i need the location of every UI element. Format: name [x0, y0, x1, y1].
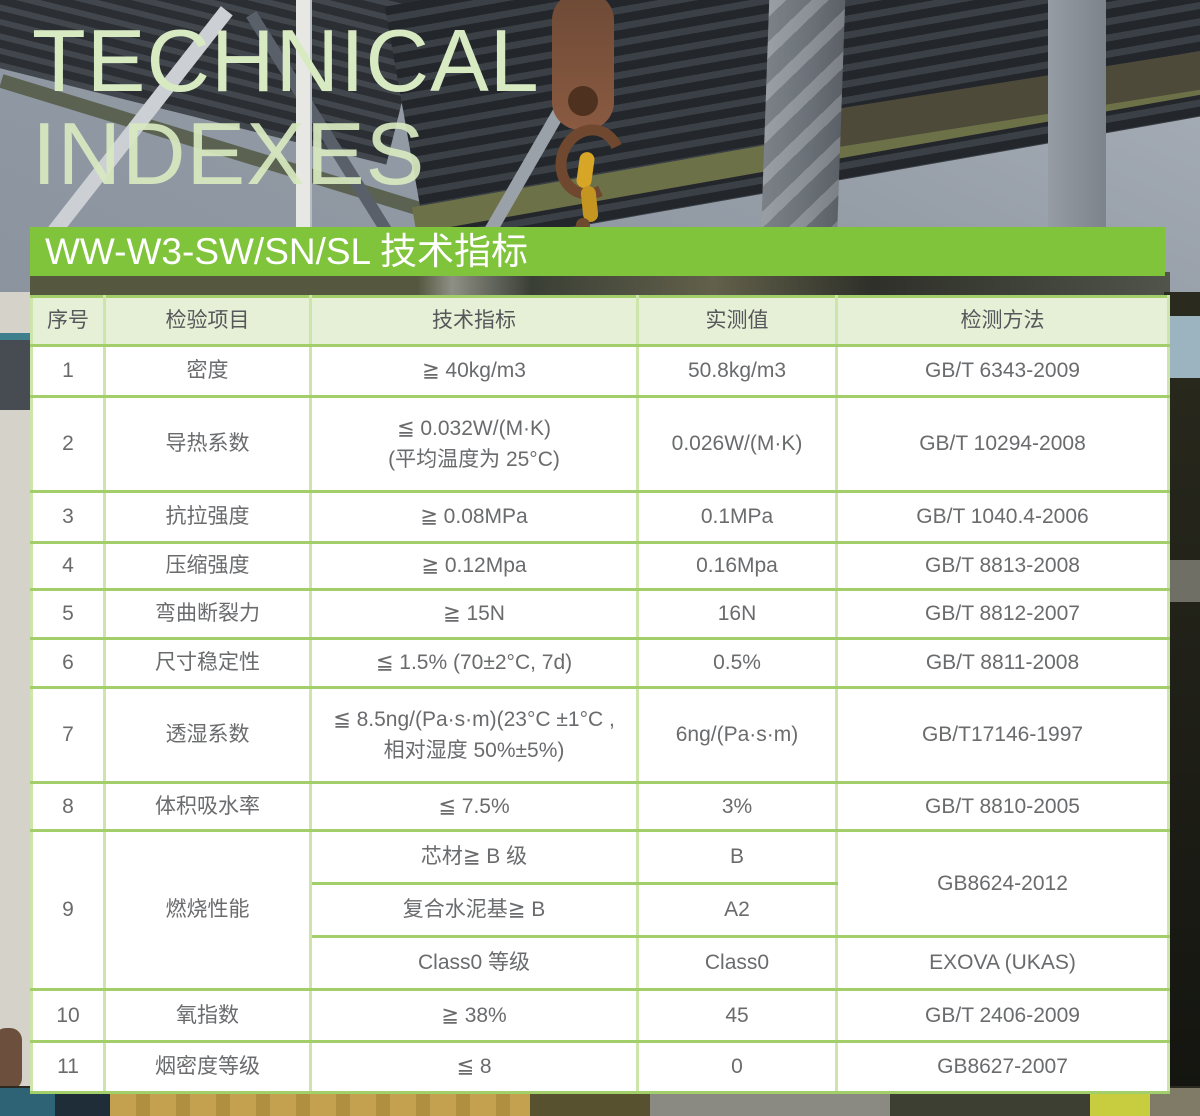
cell-item: 烟密度等级 — [103, 1040, 312, 1094]
cell-method: GB/T 8812-2007 — [835, 588, 1170, 640]
table-row: 6 尺寸稳定性 ≦ 1.5% (70±2°C, 7d) 0.5% GB/T 88… — [30, 637, 1170, 689]
cell-measured: 16N — [636, 588, 838, 640]
cell-item: 压缩强度 — [103, 541, 312, 591]
cell-method: GB8627-2007 — [835, 1040, 1170, 1094]
cell-method: GB/T17146-1997 — [835, 686, 1170, 784]
photo-mid-band — [30, 272, 1170, 298]
cell-method: GB/T 8813-2008 — [835, 541, 1170, 591]
cell-no: 2 — [30, 395, 106, 493]
technical-index-table-wrapper: 序号 检验项目 技术指标 实测值 检测方法 1 密度 ≧ 40kg/m3 50.… — [30, 295, 1170, 1094]
cell-spec: ≦ 7.5% — [309, 781, 639, 832]
table-row-9c: Class0 等级 Class0 EXOVA (UKAS) — [32, 935, 1170, 991]
photo-right-strip-detail — [1168, 316, 1200, 378]
table-row: 11 烟密度等级 ≦ 8 0 GB8627-2007 — [30, 1040, 1170, 1094]
cell-item: 透湿系数 — [103, 686, 312, 784]
table-row: 8 体积吸水率 ≦ 7.5% 3% GB/T 8810-2005 — [30, 781, 1170, 832]
col-header-item: 检验项目 — [103, 295, 312, 347]
cell-item: 体积吸水率 — [103, 781, 312, 832]
cell-spec: Class0 等级 — [309, 935, 639, 991]
cell-measured: 0.5% — [636, 637, 838, 689]
photo-left-wall-detail — [0, 340, 30, 410]
product-banner: WW-W3-SW/SN/SL 技术指标 — [30, 227, 1165, 276]
cell-item: 燃烧性能 — [103, 829, 312, 991]
cell-measured: 0.16Mpa — [636, 541, 838, 591]
photo-right-strip — [1164, 292, 1200, 1092]
table-row: 4 压缩强度 ≧ 0.12Mpa 0.16Mpa GB/T 8813-2008 — [30, 541, 1170, 591]
cell-spec: ≧ 40kg/m3 — [309, 344, 639, 398]
photo-right-strip-detail — [1170, 560, 1200, 602]
cell-no: 5 — [30, 588, 106, 640]
table-row: 7 透湿系数 ≦ 8.5ng/(Pa·s·m)(23°C ±1°C , 相对湿度… — [30, 686, 1170, 784]
photo-left-wall-detail — [0, 1028, 22, 1090]
cell-spec: ≦ 0.032W/(M·K) (平均温度为 25°C) — [309, 395, 639, 493]
cell-no: 7 — [30, 686, 106, 784]
table-row: 1 密度 ≧ 40kg/m3 50.8kg/m3 GB/T 6343-2009 — [30, 344, 1170, 398]
cell-measured: Class0 — [636, 935, 838, 991]
cell-spec: ≧ 38% — [309, 988, 639, 1043]
cell-method: GB/T 10294-2008 — [835, 395, 1170, 493]
photo-left-wall — [0, 292, 30, 1092]
cell-spec: 芯材≧ B 级 — [309, 829, 639, 885]
cell-no: 9 — [30, 829, 106, 991]
cell-no: 10 — [30, 988, 106, 1043]
cell-no: 6 — [30, 637, 106, 689]
page-title-line1: TECHNICAL — [32, 11, 540, 110]
cell-spec: 复合水泥基≧ B — [309, 882, 639, 938]
cell-no: 11 — [30, 1040, 106, 1094]
photo-white-column — [296, 0, 310, 250]
cell-item: 抗拉强度 — [103, 490, 312, 544]
cell-measured: 50.8kg/m3 — [636, 344, 838, 398]
cell-item: 密度 — [103, 344, 312, 398]
cell-no: 1 — [30, 344, 106, 398]
col-header-spec: 技术指标 — [309, 295, 639, 347]
cell-spec: ≧ 0.12Mpa — [309, 541, 639, 591]
cell-measured: B — [636, 829, 838, 885]
cell-no: 4 — [30, 541, 106, 591]
table-row: 5 弯曲断裂力 ≧ 15N 16N GB/T 8812-2007 — [30, 588, 1170, 640]
cell-spec: ≦ 8 — [309, 1040, 639, 1094]
cell-method: GB/T 8810-2005 — [835, 781, 1170, 832]
cell-no: 3 — [30, 490, 106, 544]
cell-item: 弯曲断裂力 — [103, 588, 312, 640]
cell-method: EXOVA (UKAS) — [835, 935, 1170, 991]
table-row-9b: 复合水泥基≧ B A2 — [32, 882, 1169, 938]
cell-method: GB/T 6343-2009 — [835, 344, 1170, 398]
table-row: 2 导热系数 ≦ 0.032W/(M·K) (平均温度为 25°C) 0.026… — [30, 395, 1170, 493]
table-row: 10 氧指数 ≧ 38% 45 GB/T 2406-2009 — [30, 988, 1170, 1043]
cell-method: GB/T 8811-2008 — [835, 637, 1170, 689]
crane-pulley-hole — [568, 86, 598, 116]
col-header-no: 序号 — [30, 295, 106, 347]
cell-method: GB/T 2406-2009 — [835, 988, 1170, 1043]
cell-spec: ≦ 8.5ng/(Pa·s·m)(23°C ±1°C , 相对湿度 50%±5%… — [309, 686, 639, 784]
cell-measured: 6ng/(Pa·s·m) — [636, 686, 838, 784]
cell-measured: 0.026W/(M·K) — [636, 395, 838, 493]
cell-measured: 0.1MPa — [636, 490, 838, 544]
cell-method: GB/T 1040.4-2006 — [835, 490, 1170, 544]
cell-item: 尺寸稳定性 — [103, 637, 312, 689]
cell-measured: 3% — [636, 781, 838, 832]
technical-index-table: 序号 检验项目 技术指标 实测值 检测方法 1 密度 ≧ 40kg/m3 50.… — [30, 295, 1170, 1094]
cell-spec: ≧ 0.08MPa — [309, 490, 639, 544]
col-header-measured: 实测值 — [636, 295, 838, 347]
cell-spec: ≦ 1.5% (70±2°C, 7d) — [309, 637, 639, 689]
table-header-row: 序号 检验项目 技术指标 实测值 检测方法 — [30, 295, 1170, 347]
cell-item: 氧指数 — [103, 988, 312, 1043]
page-title-line2: INDEXES — [32, 104, 426, 203]
table-row-9a: 9 燃烧性能 芯材≧ B 级 B GB8624-2012 — [30, 829, 1170, 991]
cell-item: 导热系数 — [103, 395, 312, 493]
page-title: TECHNICAL INDEXES — [32, 14, 540, 200]
photo-left-wall-detail — [0, 333, 30, 340]
table-row: 3 抗拉强度 ≧ 0.08MPa 0.1MPa GB/T 1040.4-2006 — [30, 490, 1170, 544]
cell-method: GB8624-2012 — [835, 829, 1170, 938]
cell-measured: A2 — [636, 882, 838, 938]
cell-measured: 45 — [636, 988, 838, 1043]
cell-measured: 0 — [636, 1040, 838, 1094]
cell-no: 8 — [30, 781, 106, 832]
cell-spec: ≧ 15N — [309, 588, 639, 640]
col-header-method: 检测方法 — [835, 295, 1170, 347]
